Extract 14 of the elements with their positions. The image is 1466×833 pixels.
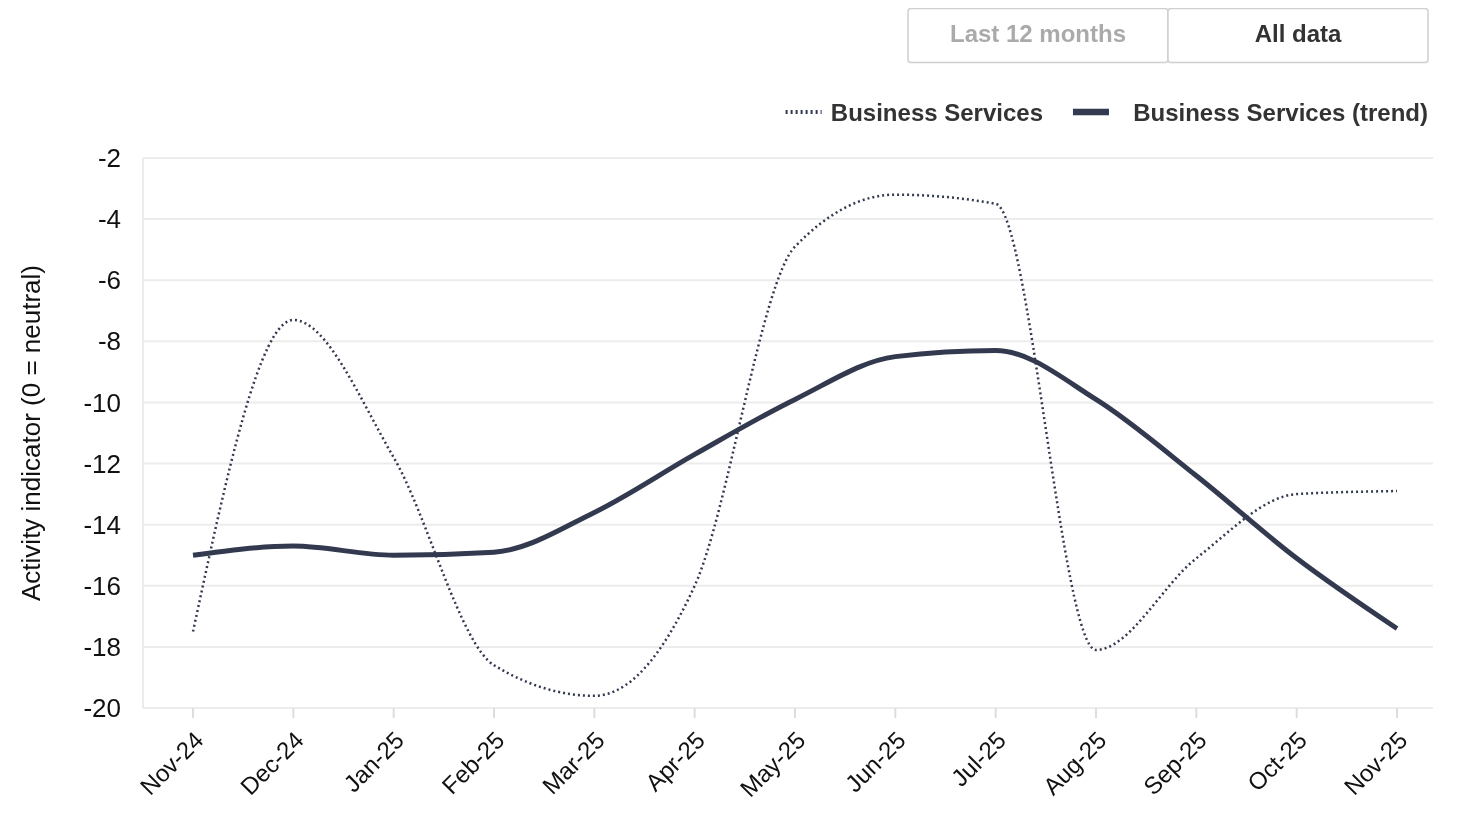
y-axis-title: Activity indicator (0 = neutral) <box>16 265 46 601</box>
y-tick-label: -6 <box>97 265 121 296</box>
y-tick-label: -20 <box>83 693 121 724</box>
y-tick-label: -10 <box>83 387 121 418</box>
y-tick-label: -14 <box>83 509 121 540</box>
y-tick-label: -12 <box>83 448 121 479</box>
line-series <box>191 193 1399 698</box>
y-tick-label: -8 <box>97 326 121 357</box>
y-tick-label: -16 <box>83 570 121 601</box>
y-tick-label: -18 <box>83 631 121 662</box>
legend-label: Business Services <box>830 99 1043 126</box>
legend-label: Business Services (trend) <box>1133 99 1428 126</box>
y-tick-label: -4 <box>97 204 121 235</box>
y-tick-label: -2 <box>97 143 121 174</box>
